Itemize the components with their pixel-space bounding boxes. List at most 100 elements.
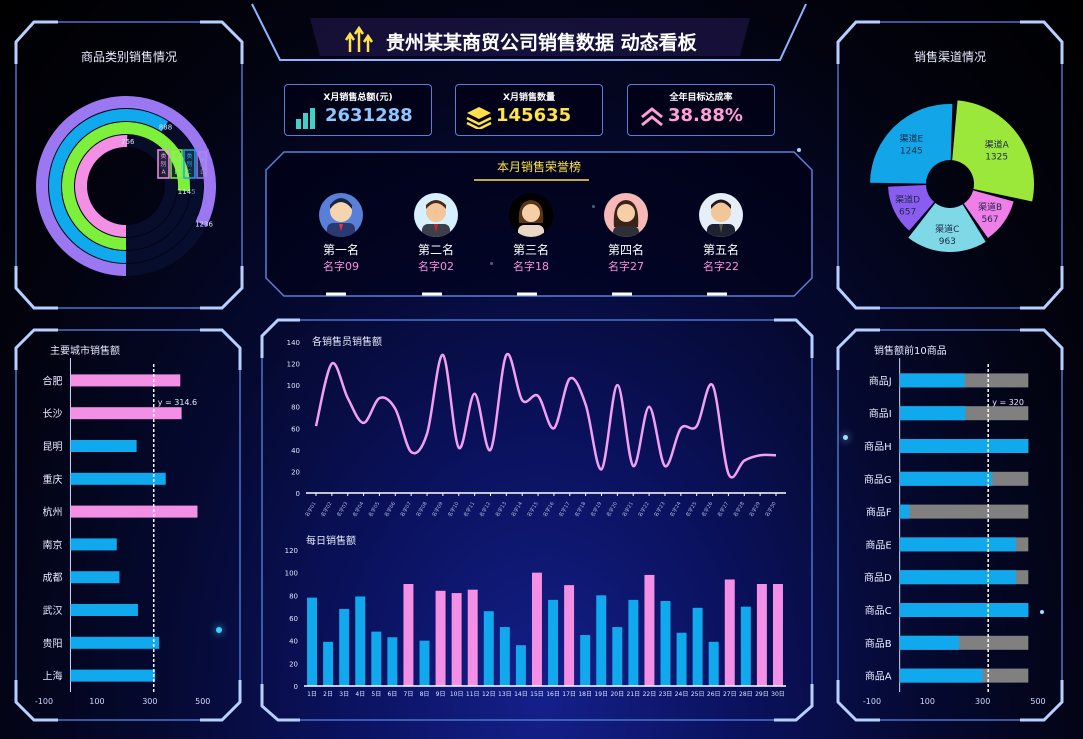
x-tick-label: 名字11 bbox=[462, 501, 476, 519]
salesperson-chart-title: 各销售员销售额 bbox=[312, 337, 382, 348]
category-label: 商品I bbox=[869, 407, 892, 420]
bar-stack-icon bbox=[296, 108, 315, 129]
x-tick-label: 名字29 bbox=[748, 501, 762, 519]
bar bbox=[70, 571, 120, 584]
category-label: 商品G bbox=[864, 473, 892, 486]
bar bbox=[467, 589, 478, 686]
bar bbox=[692, 607, 703, 686]
reference-line-label: y = 314.6 bbox=[158, 398, 197, 407]
y-tick-label: 100 bbox=[285, 570, 298, 578]
reference-line-label: y = 320 bbox=[992, 398, 1024, 407]
honor-person-2: 第二名 名字02 bbox=[396, 193, 476, 274]
donut-slice-value: 1325 bbox=[985, 153, 1008, 163]
x-tick-label: 名字09 bbox=[430, 501, 444, 519]
bar bbox=[899, 635, 960, 650]
ring-data-label: 756 bbox=[121, 138, 135, 146]
x-tick-label: 16日 bbox=[546, 691, 560, 698]
bar bbox=[580, 635, 591, 686]
legend-label-char: 类 bbox=[160, 152, 166, 160]
x-tick-label: 100 bbox=[920, 697, 935, 706]
bar bbox=[70, 472, 166, 485]
x-tick-label: 名字16 bbox=[541, 501, 555, 519]
bar bbox=[371, 631, 382, 686]
kpi-value: 145635 bbox=[496, 105, 572, 126]
kpi-target-rate: 全年目标达成率 38.88% bbox=[627, 84, 775, 136]
y-tick-label: 120 bbox=[287, 361, 300, 369]
x-tick-label: 名字13 bbox=[494, 501, 508, 519]
ring-data-label: 1236 bbox=[195, 221, 213, 229]
bar bbox=[548, 599, 559, 686]
y-tick-label: 20 bbox=[291, 468, 300, 476]
category-label: 合肥 bbox=[42, 374, 62, 387]
honor-person-1: 第一名 名字09 bbox=[301, 193, 381, 274]
x-tick-label: 18日 bbox=[578, 691, 592, 698]
avatar bbox=[509, 193, 553, 237]
x-tick-label: -100 bbox=[35, 697, 53, 706]
kpi-label: X月销售总额(元) bbox=[323, 93, 393, 103]
y-tick-label: 80 bbox=[291, 404, 300, 412]
bar bbox=[899, 570, 1016, 585]
channel-panel-title: 销售渠道情况 bbox=[913, 50, 986, 64]
y-tick-label: 100 bbox=[287, 382, 300, 390]
category-label: 贵阳 bbox=[42, 637, 62, 650]
x-tick-label: 名字02 bbox=[319, 501, 333, 519]
daily-chart-title: 每日销售额 bbox=[306, 536, 356, 547]
honor-rank: 第三名 bbox=[512, 243, 549, 257]
legend-label-char: 别 bbox=[199, 160, 205, 168]
header-frame bbox=[251, 3, 807, 61]
y-tick-label: 60 bbox=[291, 425, 300, 433]
x-tick-label: 名字24 bbox=[668, 501, 682, 519]
bar bbox=[435, 590, 446, 686]
x-tick-label: 名字27 bbox=[716, 501, 730, 519]
bar-remainder bbox=[899, 504, 1029, 519]
legend-label-char: 类 bbox=[173, 152, 179, 160]
bar bbox=[660, 601, 671, 686]
x-tick-label: 名字07 bbox=[399, 501, 413, 519]
donut-slice-value: 1245 bbox=[900, 146, 923, 156]
y-tick-label: 0 bbox=[296, 490, 300, 498]
bar bbox=[70, 538, 117, 551]
x-tick-label: 名字23 bbox=[652, 501, 666, 519]
avatar bbox=[319, 193, 363, 237]
kpi-label: 全年目标达成率 bbox=[669, 93, 733, 103]
bar bbox=[899, 406, 966, 421]
x-tick-label: 4日 bbox=[355, 691, 365, 698]
bar bbox=[531, 572, 542, 686]
x-tick-label: 14日 bbox=[514, 691, 528, 698]
x-tick-label: 7日 bbox=[404, 691, 414, 698]
x-tick-label: 名字04 bbox=[351, 501, 365, 519]
x-tick-label: 名字20 bbox=[605, 501, 619, 519]
x-tick-label: 100 bbox=[89, 697, 104, 706]
x-tick-label: 300 bbox=[142, 697, 157, 706]
bar bbox=[499, 627, 510, 686]
x-tick-label: 29日 bbox=[755, 691, 769, 698]
x-tick-label: 8日 bbox=[420, 691, 430, 698]
honor-name: 名字27 bbox=[608, 260, 644, 273]
honor-name: 名字22 bbox=[703, 260, 739, 273]
category-label: 昆明 bbox=[42, 441, 62, 453]
honor-person-5: 第五名 名字22 bbox=[681, 193, 761, 274]
kpi-label: X月销售数量 bbox=[503, 93, 555, 103]
legend-label-char: D bbox=[200, 169, 205, 176]
growth-arrows-icon bbox=[345, 26, 374, 52]
honor-title: 本月销售荣誉榜 bbox=[496, 160, 581, 174]
legend-swatch bbox=[157, 149, 170, 179]
bar bbox=[564, 585, 575, 686]
bar bbox=[772, 584, 783, 686]
bar bbox=[339, 608, 350, 686]
category-panel-title: 商品类别销售情况 bbox=[80, 50, 177, 64]
ring-data-label: 888 bbox=[159, 124, 172, 132]
x-tick-label: 名字22 bbox=[637, 501, 651, 519]
bar bbox=[355, 596, 366, 686]
legend-label-char: B bbox=[174, 169, 178, 176]
x-tick-label: 6日 bbox=[387, 691, 397, 698]
category-label: 南京 bbox=[42, 538, 62, 551]
legend-label-char: A bbox=[161, 169, 166, 176]
page-title: 贵州某某商贸公司销售数据 动态看板 bbox=[386, 32, 697, 54]
honor-person-3: 第三名 名字18 bbox=[491, 193, 571, 274]
x-tick-label: 名字10 bbox=[446, 501, 460, 519]
x-tick-label: 27日 bbox=[723, 691, 737, 698]
honor-rank: 第一名 bbox=[322, 243, 359, 257]
donut-slice-label: 渠道C bbox=[935, 223, 959, 235]
bar bbox=[740, 606, 751, 686]
